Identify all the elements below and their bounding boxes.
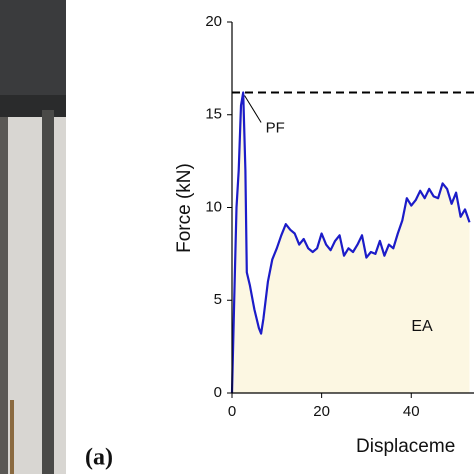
panel-label: (a) bbox=[85, 445, 113, 471]
x-axis-label: Displaceme bbox=[356, 436, 455, 457]
y-axis-label: Force (kN) bbox=[174, 163, 195, 253]
x-tick-label: 0 bbox=[228, 403, 236, 420]
photo-specimen bbox=[10, 400, 14, 474]
area-annotation: EA bbox=[411, 318, 433, 335]
photo-frame-top bbox=[0, 0, 66, 95]
y-tick-label: 5 bbox=[214, 291, 222, 308]
area-fill bbox=[232, 92, 470, 393]
x-tick-label: 40 bbox=[403, 403, 420, 420]
photo bbox=[0, 0, 66, 474]
photo-edge bbox=[0, 117, 8, 474]
data-line bbox=[230, 91, 471, 394]
peak-annotation: PF bbox=[266, 119, 285, 136]
photo-column bbox=[42, 110, 54, 474]
photo-crosshead bbox=[0, 95, 66, 117]
y-tick-label: 10 bbox=[205, 198, 222, 215]
y-tick-label: 0 bbox=[214, 384, 222, 401]
y-tick-label: 15 bbox=[205, 106, 222, 123]
peak-pointer bbox=[244, 95, 262, 123]
y-tick-label: 20 bbox=[205, 13, 222, 30]
x-tick-label: 20 bbox=[313, 403, 330, 420]
